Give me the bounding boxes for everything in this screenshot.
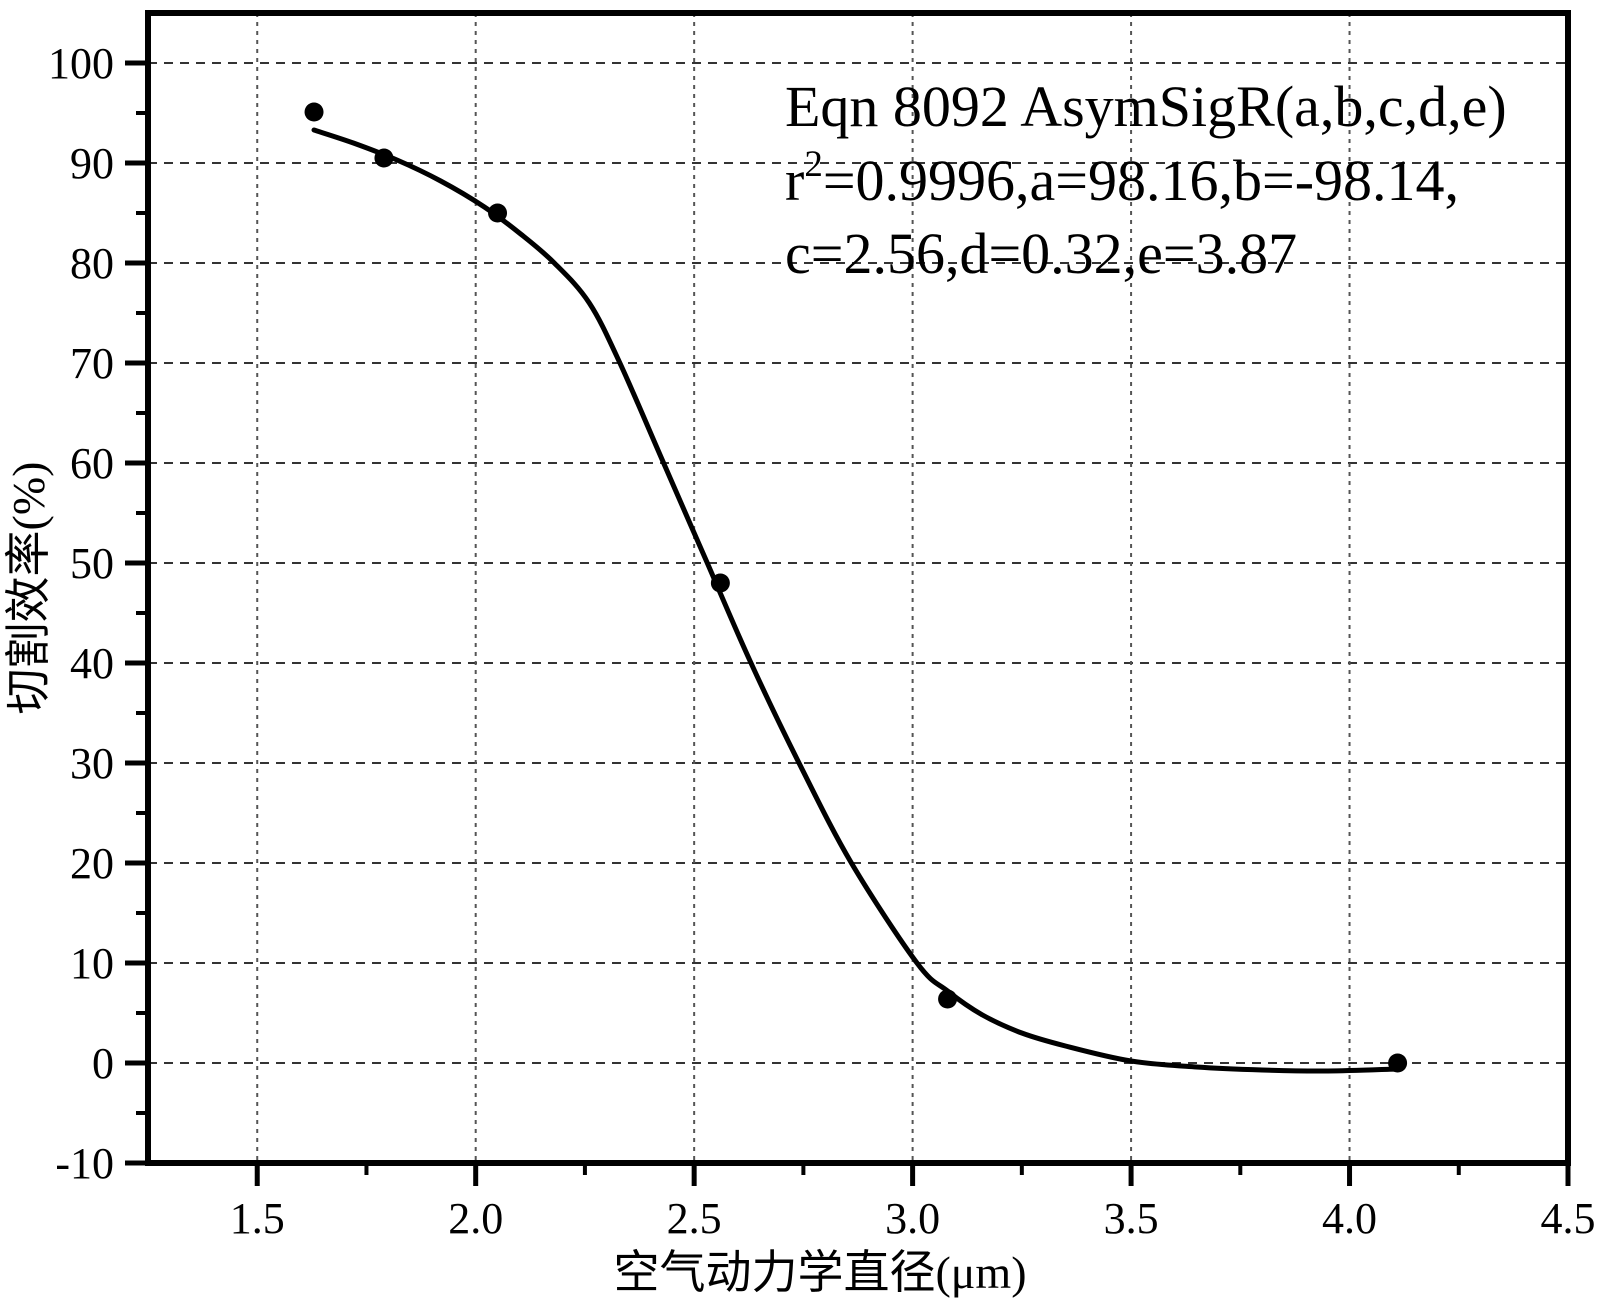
x-tick-label: 1.5: [230, 1194, 285, 1243]
data-point: [304, 102, 324, 122]
y-tick-label: 90: [70, 139, 114, 188]
data-point: [1388, 1053, 1408, 1073]
x-tick-label: 3.0: [885, 1194, 940, 1243]
x-tick-label: 2.5: [667, 1194, 722, 1243]
y-tick-label: 0: [92, 1039, 114, 1088]
y-tick-label: 80: [70, 239, 114, 288]
x-tick-label: 4.0: [1322, 1194, 1377, 1243]
y-tick-label: 20: [70, 839, 114, 888]
data-point: [938, 989, 958, 1009]
annotation-params-line: c=2.56,d=0.32,e=3.87: [785, 221, 1297, 286]
y-tick-label: 30: [70, 739, 114, 788]
annotation-r2-line: r2=0.9996,a=98.16,b=-98.14,: [785, 144, 1459, 213]
horizontal-gridlines: [148, 62, 1568, 1064]
x-tick-label: 3.5: [1104, 1194, 1159, 1243]
y-tick-label: 40: [70, 639, 114, 688]
x-axis-title: 空气动力学直径(μm): [613, 1247, 1026, 1298]
annotation-eqn-line: Eqn 8092 AsymSigR(a,b,c,d,e): [785, 74, 1507, 139]
x-tick-labels: 1.5 2.0 2.5 3.0 3.5 4.0 4.5: [230, 1194, 1596, 1243]
y-tick-label: 60: [70, 439, 114, 488]
y-tick-label: 50: [70, 539, 114, 588]
annotation-r2-superscript: 2: [804, 144, 823, 185]
data-point: [374, 148, 394, 168]
y-tick-label: 100: [48, 39, 114, 88]
annotation-r2-base: r: [785, 148, 804, 213]
y-axis-title: 切割效率(%): [3, 462, 54, 715]
y-tick-label: 70: [70, 339, 114, 388]
y-tick-labels: -10 0 10 20 30 40 50 60 70 80 90 100: [48, 39, 114, 1188]
y-tick-label: -10: [55, 1139, 114, 1188]
scatter-points: [304, 102, 1408, 1073]
axis-ticks: [125, 60, 1571, 1186]
vertical-gridlines: [256, 13, 1351, 1163]
y-tick-label: 10: [70, 939, 114, 988]
data-point: [488, 203, 508, 223]
x-tick-label: 4.5: [1541, 1194, 1596, 1243]
data-point: [710, 573, 730, 593]
annotation-r2-rest: =0.9996,a=98.16,b=-98.14,: [823, 148, 1459, 213]
x-tick-label: 2.0: [448, 1194, 503, 1243]
plot-border: [145, 10, 1571, 1166]
